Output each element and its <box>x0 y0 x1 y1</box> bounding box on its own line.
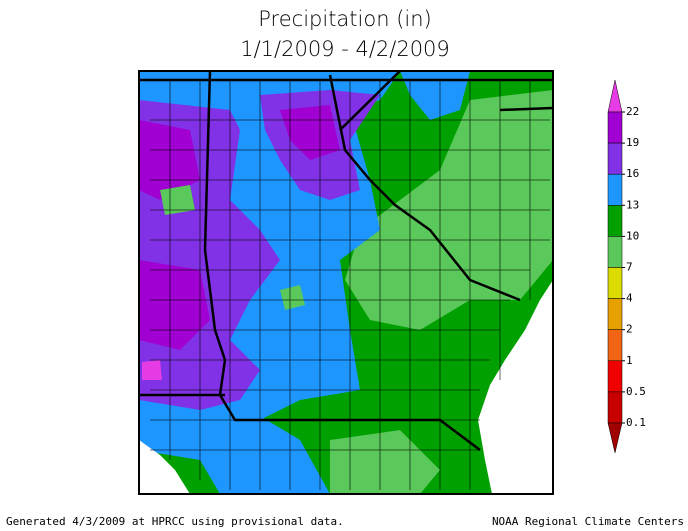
colorbar-label: 13 <box>626 198 639 211</box>
colorbar-label: 4 <box>626 292 633 305</box>
footer-left: Generated 4/3/2009 at HPRCC using provis… <box>6 515 344 528</box>
colorbar-segment <box>607 391 623 424</box>
subtitle: 1/1/2009 - 4/2/2009 <box>240 37 450 61</box>
colorbar-segment <box>607 205 623 237</box>
colorbar-segment <box>607 422 623 454</box>
colorbar-label: 0.5 <box>626 385 646 398</box>
colorbar-segment <box>607 298 623 330</box>
colorbar-segment <box>607 142 623 175</box>
colorbar-segment <box>607 360 623 393</box>
colorbar-label: 22 <box>626 105 639 118</box>
colorbar-segment <box>607 79 623 113</box>
colorbar-label: 7 <box>626 261 633 274</box>
colorbar-segment <box>607 236 623 268</box>
colorbar-label: 1 <box>626 354 633 367</box>
map <box>138 70 554 495</box>
colorbar-segment <box>607 111 623 144</box>
colorbar: 22 19 16 13 10 7 4 2 1 0.5 0.1 <box>607 79 646 454</box>
footer-right: NOAA Regional Climate Centers <box>492 515 684 528</box>
colorbar-label: 0.1 <box>626 416 646 429</box>
title: Precipitation (in) <box>258 7 431 31</box>
colorbar-label: 19 <box>626 136 639 149</box>
colorbar-label: 2 <box>626 323 633 336</box>
colorbar-segment <box>607 267 623 299</box>
colorbar-label: 16 <box>626 167 639 180</box>
colorbar-label: 10 <box>626 229 639 242</box>
colorbar-segment <box>607 329 623 362</box>
colorbar-segment <box>607 173 623 206</box>
